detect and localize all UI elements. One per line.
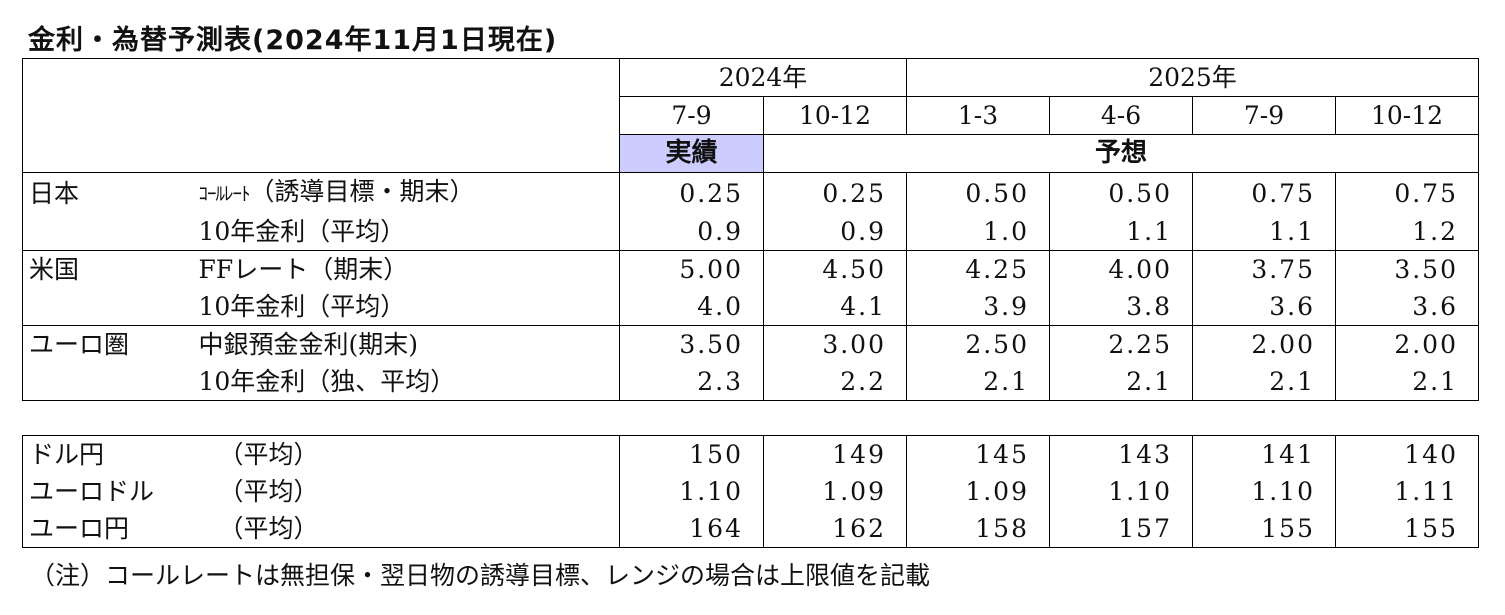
- value-cell: 1.09: [763, 473, 907, 510]
- value-cell: 155: [1192, 510, 1336, 548]
- fx-pair-label: ユーロドル: [22, 473, 219, 510]
- value-cell: 4.0: [619, 288, 764, 326]
- value-cell: 1.1: [1192, 213, 1336, 251]
- value-cell: 0.25: [763, 172, 907, 213]
- value-cell: 2.50: [906, 325, 1050, 363]
- fx-pair-label: ドル円: [22, 435, 219, 473]
- value-cell: 0.25: [619, 172, 764, 213]
- value-cell: 3.50: [619, 325, 764, 363]
- year-2024-header: 2024年: [619, 58, 907, 97]
- value-cell: 145: [906, 435, 1050, 473]
- quarter-header: 1-3: [906, 96, 1050, 135]
- region-label-empty: [22, 288, 199, 326]
- value-cell: 149: [763, 435, 907, 473]
- value-cell: 140: [1335, 435, 1479, 473]
- row-label: 10年金利（平均）: [198, 217, 406, 246]
- value-cell: 2.1: [906, 363, 1050, 401]
- actual-badge: 実績: [619, 134, 764, 173]
- value-cell: 1.10: [619, 473, 764, 510]
- quarter-header: 4-6: [1049, 96, 1193, 135]
- quarter-header: 10-12: [763, 96, 907, 135]
- footnote: （注）コールレートは無担保・翌日物の誘導目標、レンジの場合は上限値を記載: [30, 561, 931, 590]
- value-cell: 1.09: [906, 473, 1050, 510]
- fx-row-label: （平均）: [218, 477, 319, 506]
- value-cell: 0.9: [619, 213, 764, 251]
- value-cell: 2.1: [1192, 363, 1336, 401]
- value-cell: 3.50: [1335, 250, 1479, 288]
- value-cell: 157: [1049, 510, 1193, 548]
- row-label: 10年金利（独、平均）: [198, 367, 456, 396]
- value-cell: 141: [1192, 435, 1336, 473]
- value-cell: 1.10: [1049, 473, 1193, 510]
- value-cell: 4.00: [1049, 250, 1193, 288]
- row-label: FFレート（期末）: [198, 255, 409, 284]
- row-label: ｺｰﾙﾚｰﾄ（誘導目標・期末）: [198, 177, 475, 206]
- value-cell: 1.1: [1049, 213, 1193, 251]
- year-2025-header: 2025年: [906, 58, 1479, 97]
- rates-table: 2024年 2025年 7-9 10-12 1-3 4-6 7-9 10-12 …: [22, 58, 1479, 401]
- quarter-header: 10-12: [1335, 96, 1479, 135]
- value-cell: 2.2: [763, 363, 907, 401]
- value-cell: 4.25: [906, 250, 1050, 288]
- value-cell: 2.25: [1049, 325, 1193, 363]
- value-cell: 158: [906, 510, 1050, 548]
- value-cell: 0.75: [1192, 172, 1336, 213]
- value-cell: 5.00: [619, 250, 764, 288]
- quarter-header: 7-9: [1192, 96, 1336, 135]
- value-cell: 1.11: [1335, 473, 1479, 510]
- fx-pair-label: ユーロ円: [22, 510, 219, 548]
- page-title: 金利・為替予測表(2024年11月1日現在): [28, 25, 558, 56]
- value-cell: 3.9: [906, 288, 1050, 326]
- value-cell: 143: [1049, 435, 1193, 473]
- value-cell: 164: [619, 510, 764, 548]
- value-cell: 3.8: [1049, 288, 1193, 326]
- value-cell: 1.2: [1335, 213, 1479, 251]
- value-cell: 3.6: [1335, 288, 1479, 326]
- value-cell: 0.75: [1335, 172, 1479, 213]
- fx-row-label: （平均）: [218, 514, 319, 543]
- region-label-empty: [22, 213, 199, 251]
- value-cell: 3.00: [763, 325, 907, 363]
- value-cell: 2.00: [1192, 325, 1336, 363]
- fx-table: ドル円 （平均） 150 149 145 143 141 140 ユーロドル （…: [22, 435, 1479, 548]
- forecast-badge: 予想: [763, 134, 1479, 173]
- value-cell: 0.50: [1049, 172, 1193, 213]
- value-cell: 2.00: [1335, 325, 1479, 363]
- row-label: 10年金利（平均）: [198, 292, 406, 321]
- value-cell: 0.50: [906, 172, 1050, 213]
- value-cell: 3.75: [1192, 250, 1336, 288]
- value-cell: 162: [763, 510, 907, 548]
- value-cell: 1.0: [906, 213, 1050, 251]
- value-cell: 4.50: [763, 250, 907, 288]
- header-corner: [22, 58, 620, 173]
- region-label-empty: [22, 363, 199, 401]
- row-label: 中銀預金金利(期末): [198, 330, 419, 359]
- value-cell: 1.10: [1192, 473, 1336, 510]
- value-cell: 150: [619, 435, 764, 473]
- quarter-header: 7-9: [619, 96, 764, 135]
- region-label: 米国: [22, 250, 199, 288]
- value-cell: 155: [1335, 510, 1479, 548]
- region-label: ユーロ圏: [22, 325, 199, 363]
- value-cell: 3.6: [1192, 288, 1336, 326]
- row-label-prefix: ｺｰﾙﾚｰﾄ: [198, 183, 251, 205]
- value-cell: 0.9: [763, 213, 907, 251]
- region-label: 日本: [22, 172, 199, 213]
- value-cell: 4.1: [763, 288, 907, 326]
- fx-row-label: （平均）: [218, 440, 319, 469]
- value-cell: 2.1: [1049, 363, 1193, 401]
- value-cell: 2.1: [1335, 363, 1479, 401]
- value-cell: 2.3: [619, 363, 764, 401]
